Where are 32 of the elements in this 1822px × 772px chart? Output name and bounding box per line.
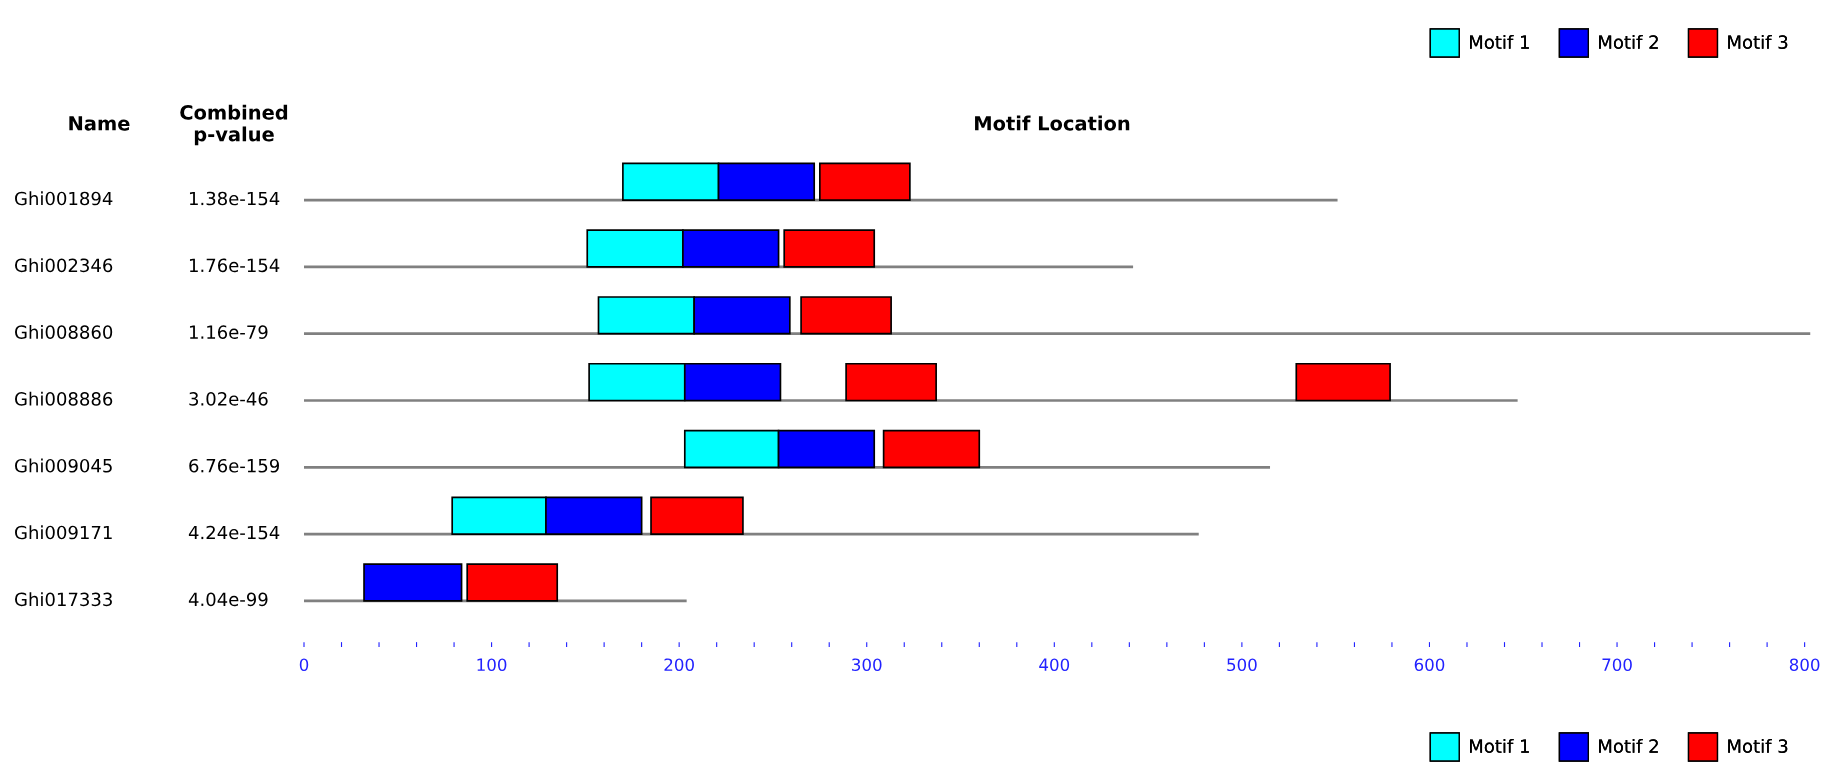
y-tick-label: Ghi001894: [15, 191, 113, 206]
legend-label: Motif 3: [1728, 35, 1788, 49]
y2-tick-label: 4.04e-99: [188, 592, 268, 607]
y-tick-label: Ghi008860: [15, 324, 113, 339]
y2-tick-label: 3.02e-46: [189, 392, 268, 406]
x-tick-label: 400: [1039, 658, 1070, 672]
x-tick-label: 600: [1414, 658, 1445, 672]
y2-tick-label: 6.76e-159: [189, 458, 280, 473]
y2-tick-label: 1.76e-154: [189, 258, 280, 273]
y2-tick-label: 1.16e-79: [189, 325, 268, 339]
y-tick-label: Ghi009171: [15, 525, 112, 540]
text: Motif 1: [1470, 739, 1529, 753]
legend-label: Motif 2: [1599, 35, 1658, 49]
x-tick-label: 200: [664, 658, 694, 672]
y-tick-label: Ghi017333: [15, 592, 112, 607]
chart-title: Motif Location: [975, 115, 1130, 131]
y-tick-label: Ghi008886: [15, 391, 113, 406]
x-tick-label: 500: [1227, 658, 1257, 672]
text: Motif 2: [1599, 739, 1658, 753]
y-tick-label: Ghi002346: [15, 258, 113, 273]
x-tick-label: 100: [477, 658, 507, 672]
y2-tick-label: 4.24e-154: [188, 525, 280, 540]
y-tick-label: Ghi009045: [15, 458, 112, 473]
x-tick-label: 0: [299, 658, 309, 672]
legend-label: Motif 1: [1470, 35, 1529, 49]
text: Name: [69, 116, 130, 131]
x-tick-label: 700: [1602, 658, 1632, 672]
x-tick-label: 300: [852, 658, 882, 672]
text: Motif 3: [1728, 739, 1788, 753]
x-tick-label: 800: [1789, 658, 1820, 672]
text: Combined p-value: [180, 104, 288, 146]
y2-tick-label: 1.38e-154: [189, 191, 280, 206]
